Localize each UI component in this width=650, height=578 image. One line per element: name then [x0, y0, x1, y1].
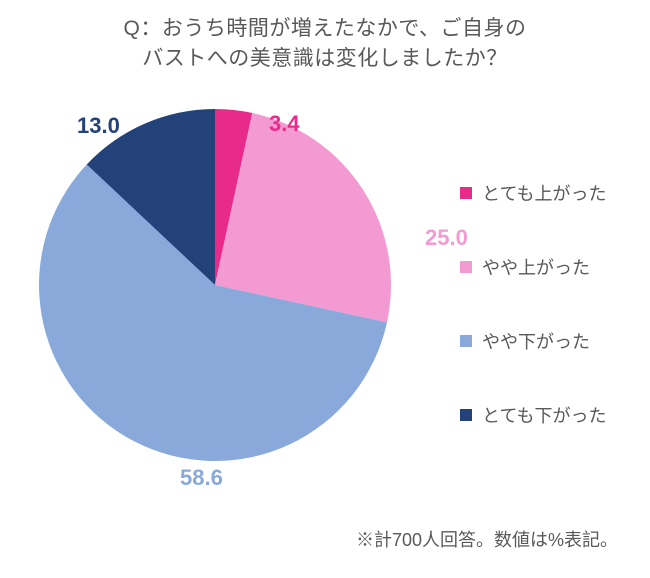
legend: とても上がったやや上がったやや下がったとても下がった [460, 180, 640, 476]
title-line-1: Q：おうち時間が増えたなかで、ご自身の [124, 17, 527, 40]
legend-swatch [460, 335, 472, 347]
legend-swatch [460, 261, 472, 273]
legend-label: とても上がった [482, 180, 607, 206]
pie-chart [35, 105, 395, 465]
footnote: ※計700人回答。数値は%表記。 [356, 526, 618, 552]
value-label: 58.6 [180, 465, 223, 491]
legend-item: やや上がった [460, 254, 640, 280]
legend-label: とても下がった [482, 402, 607, 428]
legend-label: やや上がった [482, 254, 590, 280]
legend-swatch [460, 187, 472, 199]
chart-title: Q：おうち時間が増えたなかで、ご自身の バストへの美意識は変化しましたか？ [0, 0, 650, 75]
value-label: 3.4 [269, 111, 300, 137]
legend-item: とても上がった [460, 180, 640, 206]
title-line-2: バストへの美意識は変化しましたか？ [142, 47, 508, 70]
legend-label: やや下がった [482, 328, 590, 354]
legend-item: とても下がった [460, 402, 640, 428]
legend-swatch [460, 409, 472, 421]
pie-svg [35, 105, 395, 465]
value-label: 13.0 [77, 113, 120, 139]
legend-item: やや下がった [460, 328, 640, 354]
